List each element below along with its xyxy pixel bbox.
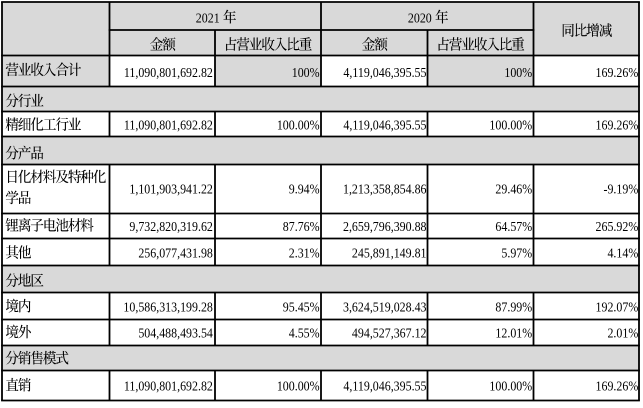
svg-text:87.76%: 87.76% (283, 218, 320, 234)
svg-text:1,213,358,854.86: 1,213,358,854.86 (343, 180, 427, 196)
svg-text:1,101,903,941.22: 1,101,903,941.22 (129, 180, 213, 196)
svg-text:2021: 2021 (196, 9, 220, 25)
svg-text:5.97%: 5.97% (501, 245, 532, 261)
svg-text:265.92%: 265.92% (596, 218, 639, 234)
svg-text:4.14%: 4.14% (607, 245, 638, 261)
svg-text:100%: 100% (504, 64, 532, 80)
svg-text:169.26%: 169.26% (596, 116, 639, 132)
svg-text:29.46%: 29.46% (495, 180, 532, 196)
svg-text:12.01%: 12.01% (495, 325, 532, 341)
svg-text:9,732,820,319.62: 9,732,820,319.62 (129, 218, 213, 234)
svg-text:169.26%: 169.26% (596, 378, 639, 394)
svg-text:11,090,801,692.82: 11,090,801,692.82 (124, 378, 213, 394)
svg-text:3,624,519,028.43: 3,624,519,028.43 (343, 298, 427, 314)
svg-text:4,119,046,395.55: 4,119,046,395.55 (343, 116, 426, 132)
svg-text:2,659,796,390.88: 2,659,796,390.88 (343, 218, 427, 234)
svg-text:-9.19%: -9.19% (603, 180, 638, 196)
svg-text:100.00%: 100.00% (489, 378, 532, 394)
svg-text:256,077,431.98: 256,077,431.98 (138, 245, 213, 261)
svg-text:2020: 2020 (408, 9, 432, 25)
svg-text:100.00%: 100.00% (277, 378, 320, 394)
svg-text:169.26%: 169.26% (596, 64, 639, 80)
svg-text:64.57%: 64.57% (495, 218, 532, 234)
svg-text:11,090,801,692.82: 11,090,801,692.82 (124, 64, 213, 80)
svg-text:87.99%: 87.99% (495, 298, 532, 314)
svg-text:100%: 100% (292, 64, 320, 80)
svg-text:494,527,367.12: 494,527,367.12 (352, 325, 427, 341)
svg-text:4,119,046,395.55: 4,119,046,395.55 (343, 64, 426, 80)
svg-text:4.55%: 4.55% (289, 325, 320, 341)
svg-text:245,891,149.81: 245,891,149.81 (352, 245, 427, 261)
svg-text:504,488,493.54: 504,488,493.54 (138, 325, 213, 341)
svg-text:100.00%: 100.00% (489, 116, 532, 132)
svg-text:4,119,046,395.55: 4,119,046,395.55 (343, 378, 426, 394)
svg-text:100.00%: 100.00% (277, 116, 320, 132)
svg-text:9.94%: 9.94% (289, 180, 320, 196)
svg-text:11,090,801,692.82: 11,090,801,692.82 (124, 116, 213, 132)
svg-text:192.07%: 192.07% (596, 298, 639, 314)
svg-text:95.45%: 95.45% (283, 298, 320, 314)
svg-text:2.31%: 2.31% (289, 245, 320, 261)
svg-text:10,586,313,199.28: 10,586,313,199.28 (123, 298, 212, 314)
svg-text:2.01%: 2.01% (607, 325, 638, 341)
